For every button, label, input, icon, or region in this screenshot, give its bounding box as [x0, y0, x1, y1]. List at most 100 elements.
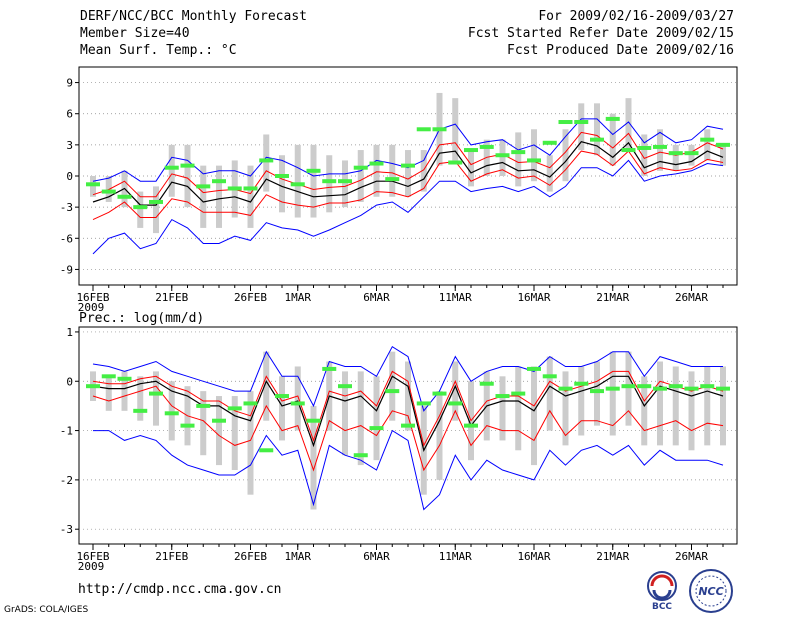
prec-observed-marker	[716, 386, 730, 391]
temp-observed-marker	[322, 179, 337, 184]
ncc-logo-text: NCC	[698, 585, 723, 598]
prec-spread-box	[672, 366, 679, 446]
temp-spread-box	[90, 176, 96, 197]
prec-xtick-label: 16FEB	[76, 550, 109, 563]
prec-spread-box	[168, 381, 175, 441]
temp-observed-marker	[306, 168, 321, 173]
prec-observed-marker	[684, 386, 699, 391]
temp-observed-marker	[668, 151, 683, 156]
prec-spread-box	[153, 371, 159, 426]
temp-ytick-label: 6	[66, 108, 73, 121]
prec-spread-box	[294, 366, 301, 431]
prec-ytick-label: -2	[60, 474, 73, 487]
temp-spread-box	[294, 144, 301, 218]
prec-xtick-label: 1MAR	[285, 550, 312, 563]
prec-spread-box	[546, 356, 553, 431]
temp-spread-box	[720, 144, 726, 166]
temp-ytick-label: 9	[66, 77, 73, 90]
prec-lower-outer-line	[93, 429, 724, 511]
prec-ytick-label: 1	[66, 326, 73, 339]
temp-spread-box	[531, 129, 537, 182]
temp-observed-marker	[700, 137, 715, 142]
prec-observed-marker	[212, 418, 226, 423]
prec-observed-marker	[511, 391, 526, 396]
prec-spread-box	[200, 391, 207, 456]
prec-observed-marker	[306, 418, 321, 423]
temp-observed-marker	[590, 137, 604, 142]
temp-spread-box	[153, 186, 159, 234]
temp-ytick-label: -3	[60, 201, 73, 214]
prec-observed-marker	[322, 366, 337, 371]
temp-observed-marker	[653, 144, 667, 149]
prec-spread-box	[578, 366, 585, 436]
source-url[interactable]: http://cmdp.ncc.cma.gov.cn	[78, 582, 282, 597]
prec-observed-marker	[86, 384, 100, 389]
temp-ytick-label: 3	[66, 139, 73, 152]
temp-observed-marker	[527, 158, 541, 163]
prec-xtick-label: 21FEB	[155, 550, 188, 563]
temp-observed-marker	[416, 127, 431, 132]
temp-observed-marker	[227, 186, 242, 191]
prec-observed-marker	[369, 426, 384, 431]
grads-credit: GrADS: COLA/IGES	[4, 605, 89, 615]
prec-spread-box	[279, 376, 285, 441]
temp-spread-box	[168, 144, 175, 197]
temp-observed-marker	[86, 182, 100, 187]
temp-observed-marker	[605, 116, 620, 121]
prec-xtick-label: 11MAR	[439, 550, 472, 563]
temp-xtick-label: 11MAR	[439, 291, 472, 304]
prec-xtick-label: 6MAR	[363, 550, 390, 563]
temp-spread-box	[247, 165, 254, 228]
prec-xtick-label: 21MAR	[596, 550, 629, 563]
temp-observed-marker	[196, 184, 211, 189]
temp-observed-marker	[479, 144, 494, 149]
prec-spread-box	[657, 361, 663, 446]
prec-spread-box	[405, 361, 411, 431]
temp-spread-box	[216, 165, 222, 228]
temp-year-label: 2009	[78, 301, 105, 314]
temp-spread-box	[389, 144, 396, 197]
temp-observed-marker	[353, 165, 368, 170]
forecast-period: For 2009/02/16-2009/03/27	[538, 9, 734, 24]
prec-observed-marker	[605, 386, 620, 391]
prec-spread-box	[231, 396, 238, 471]
prec-observed-marker	[558, 386, 573, 391]
temp-spread-box	[405, 150, 411, 197]
prec-observed-marker	[401, 423, 415, 428]
member-size: Member Size=40	[80, 26, 190, 41]
prec-observed-marker	[668, 384, 683, 389]
temp-spread-box	[342, 160, 348, 208]
temp-xtick-label: 6MAR	[363, 291, 390, 304]
temp-observed-marker	[338, 179, 352, 184]
variable-label: Mean Surf. Temp.: °C	[80, 43, 237, 58]
prec-spread-box	[720, 366, 726, 446]
temp-spread-box	[704, 129, 711, 161]
temp-spread-box	[609, 113, 616, 166]
prec-panel: 1 0 -1 -2 -3 16FEB 21FEB 26FEB 1MAR 6MAR 11MAR 16MA…	[60, 311, 738, 573]
prec-spread-box	[499, 376, 506, 441]
temp-observed-marker	[511, 150, 526, 155]
prec-spread-box	[373, 376, 380, 461]
temp-xtick-label: 26MAR	[675, 291, 708, 304]
prec-ytick-label: -3	[60, 523, 73, 536]
bcc-logo: BCC	[640, 568, 684, 612]
temp-observed-marker	[558, 120, 573, 125]
temp-observed-marker	[212, 179, 226, 184]
header-right: For 2009/02/16-2009/03/27 Fcst Started R…	[468, 10, 734, 61]
temp-xtick-label: 1MAR	[285, 291, 312, 304]
temp-xtick-label: 21FEB	[155, 291, 188, 304]
prec-observed-marker	[495, 394, 510, 399]
temp-observed-marker	[542, 140, 557, 145]
prec-observed-marker	[101, 374, 116, 379]
prec-frame	[78, 326, 738, 545]
prec-upper-outer-line	[92, 345, 723, 412]
prec-observed-marker	[448, 401, 463, 406]
temp-observed-marker	[495, 153, 510, 158]
prec-observed-marker	[196, 403, 211, 408]
temp-observed-marker	[164, 165, 179, 170]
prec-observed-marker	[385, 389, 400, 394]
temp-spread-box	[279, 155, 285, 213]
temp-observed-marker	[432, 127, 447, 132]
prec-panel-title: Prec.: log(mm/d)	[79, 311, 204, 326]
temp-upper-outer-line	[92, 118, 724, 182]
